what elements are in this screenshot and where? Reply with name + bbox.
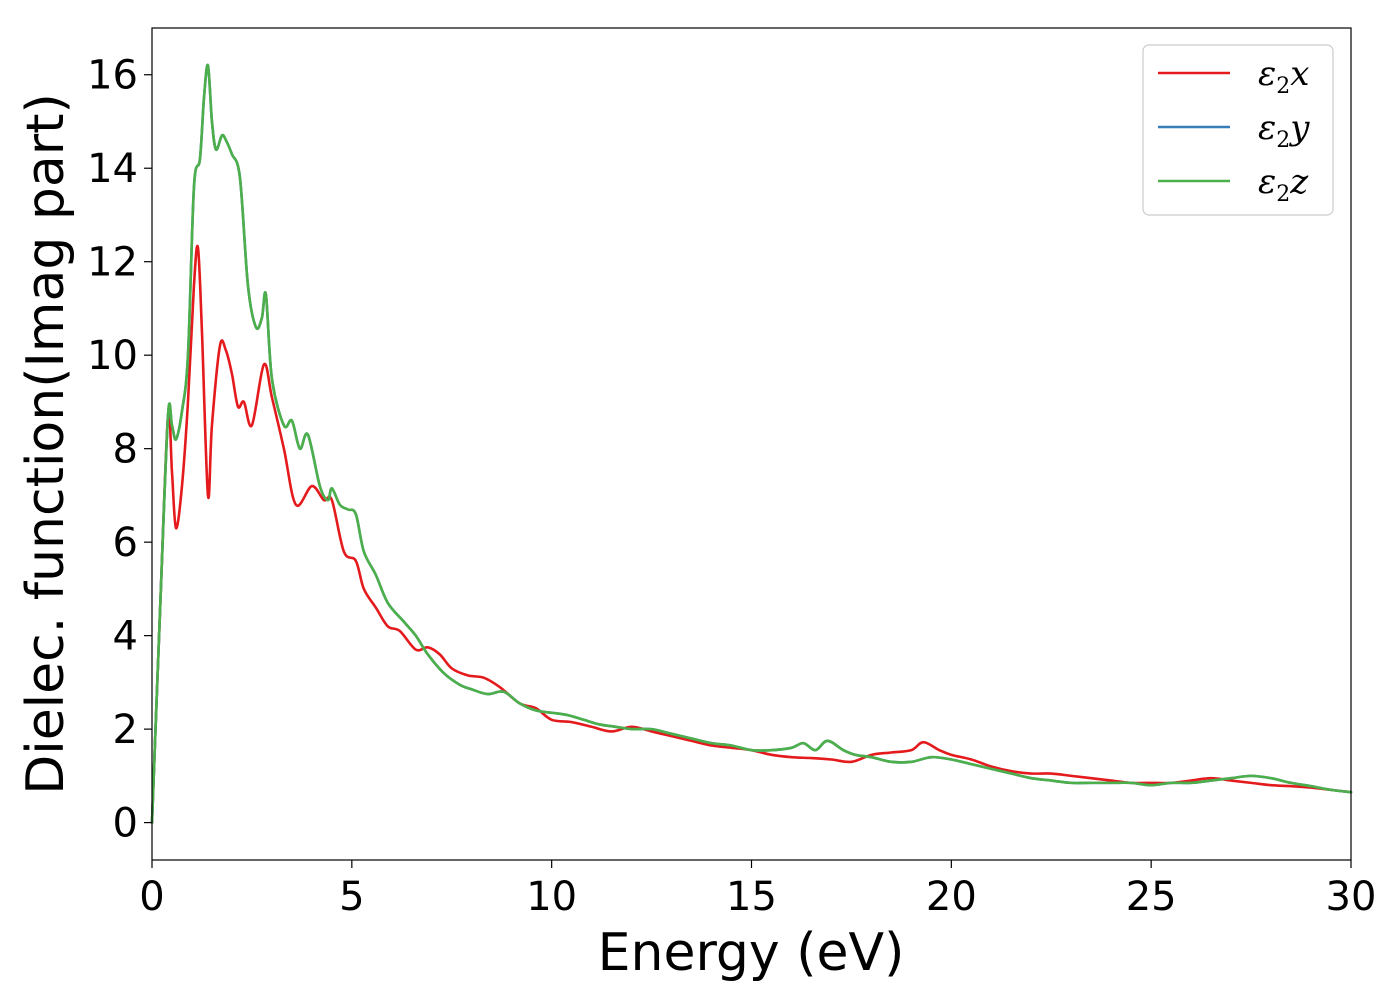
legend: ε2x ε2y ε2z xyxy=(1142,44,1334,216)
y-tick-label: 6 xyxy=(113,520,138,566)
series-layer xyxy=(150,63,1353,824)
y-tick-label: 10 xyxy=(87,333,138,379)
legend-label-x: ε2x xyxy=(1258,54,1309,99)
y-tick-label: 12 xyxy=(87,240,138,286)
y-tick-label: 4 xyxy=(113,614,138,660)
x-tick-label: 10 xyxy=(526,874,577,920)
y-tick-label: 14 xyxy=(87,146,138,192)
legend-box xyxy=(1142,44,1334,216)
x-tick-label: 30 xyxy=(1326,874,1377,920)
y-tick-label: 16 xyxy=(87,53,138,99)
x-tick-label: 20 xyxy=(926,874,977,920)
y-tick-label: 0 xyxy=(113,801,138,847)
y-tick-label: 2 xyxy=(113,707,138,753)
y-tick-label: 8 xyxy=(113,427,138,473)
series-line-z xyxy=(150,63,1353,824)
x-tick-label: 25 xyxy=(1126,874,1177,920)
x-axis-ticks: 0 5 10 15 20 25 30 xyxy=(139,860,1376,920)
x-tick-label: 5 xyxy=(339,874,364,920)
y-axis-ticks: 0 2 4 6 8 10 12 14 16 xyxy=(87,53,152,847)
x-tick-label: 0 xyxy=(139,874,164,920)
y-axis-label: Dielec. function(Imag part) xyxy=(16,93,76,795)
legend-label-y: ε2y xyxy=(1258,108,1310,153)
legend-label-z: ε2z xyxy=(1258,162,1309,207)
series-line-x xyxy=(150,244,1353,824)
x-axis-label: Energy (eV) xyxy=(598,923,905,983)
x-tick-label: 15 xyxy=(726,874,777,920)
